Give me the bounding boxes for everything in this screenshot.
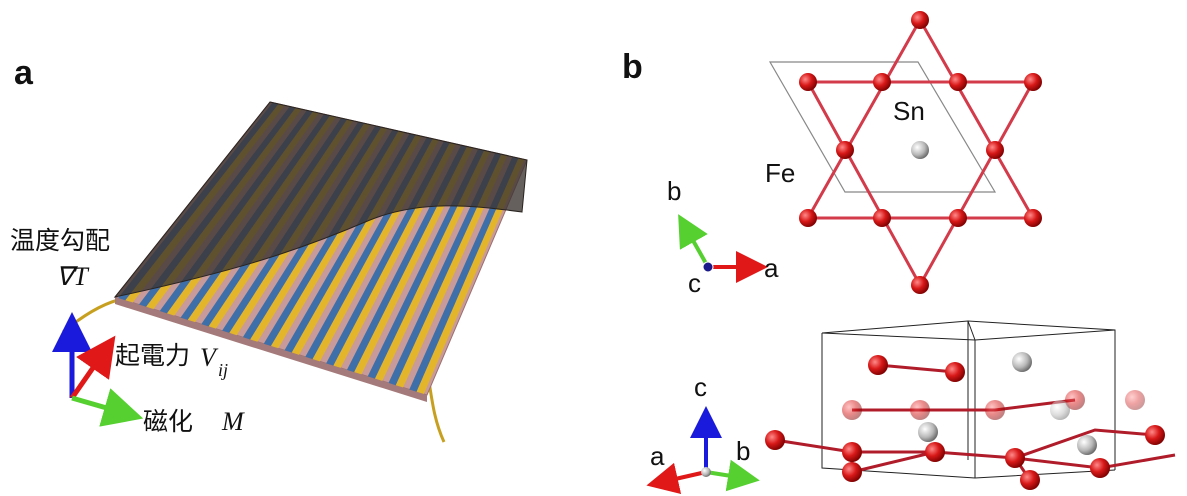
magnetization-label: 磁化 (143, 407, 193, 436)
axis-label: b (736, 436, 750, 466)
sn-atom (1012, 352, 1032, 372)
fe-atom (945, 362, 965, 382)
axis-label: c (688, 268, 701, 298)
fe-atom (842, 400, 862, 420)
fe-atom (1020, 470, 1040, 490)
fe-atom (873, 73, 891, 91)
channel (409, 156, 519, 392)
origin (701, 467, 711, 477)
emf-arrow (69, 335, 116, 400)
emf-subscript: ij (218, 360, 228, 380)
fe-label: Fe (765, 158, 795, 188)
emf-label: 起電力 (115, 341, 190, 370)
axis-a (646, 462, 707, 495)
electrode (416, 158, 525, 395)
fe-atom (842, 462, 862, 482)
kagome-bonds (805, 16, 1036, 289)
fe-atom (842, 442, 862, 462)
fe-atom (949, 73, 967, 91)
axis-label: b (667, 176, 681, 206)
crystal-3d (765, 352, 1176, 490)
fe-atom (1024, 73, 1042, 91)
fe-bond (1014, 428, 1156, 460)
fe-bond (851, 450, 936, 474)
fe-atom (910, 400, 930, 420)
fe-bond (852, 398, 1076, 412)
sn-atom (918, 422, 938, 442)
magnetization-symbol: M (221, 407, 245, 436)
fe-atom (799, 73, 817, 91)
fe-atom (836, 141, 854, 159)
fe-atom (1065, 390, 1085, 410)
sn-label: Sn (893, 96, 925, 126)
axis-b (678, 214, 710, 268)
channel (388, 152, 502, 386)
axis-c (702, 261, 714, 273)
fe-atom (925, 442, 945, 462)
wire (62, 298, 119, 334)
fe-atom (949, 209, 967, 227)
sn-atom (1050, 400, 1070, 420)
axis-b (705, 459, 760, 492)
gradient-label: 温度勾配 (10, 226, 110, 255)
substrate-edge (115, 297, 427, 402)
gradient-symbol: ∇T (56, 262, 89, 291)
fe-bond (774, 438, 1176, 470)
axis-label: c (694, 372, 707, 402)
fe-atom (911, 276, 929, 294)
fe-atom (765, 430, 785, 450)
fe-atoms (799, 11, 1042, 294)
fe-atom (1125, 390, 1145, 410)
fe-bond (877, 363, 956, 374)
fe-atom (1024, 209, 1042, 227)
fe-atom (799, 209, 817, 227)
axis-label: a (764, 253, 779, 283)
fe-atom (1005, 448, 1025, 468)
device (62, 101, 528, 443)
panel-label: b (622, 48, 643, 86)
fe-atom (868, 355, 888, 375)
fe-atom (985, 400, 1005, 420)
magnetization-arrow (71, 388, 144, 427)
fe-atom (1090, 458, 1110, 478)
sn-atom (1077, 435, 1097, 455)
emf-symbol: V (200, 343, 219, 372)
fe-atom (1145, 425, 1165, 445)
fe-atom (873, 209, 891, 227)
cover (113, 101, 528, 298)
sn-atom (911, 141, 929, 159)
fe-atom (986, 141, 1004, 159)
electrode (395, 154, 508, 388)
unit-cell (768, 61, 997, 193)
fe-atom (911, 11, 929, 29)
electrode (375, 150, 491, 381)
axis-label: a (650, 441, 665, 471)
panel-label: a (14, 54, 34, 92)
